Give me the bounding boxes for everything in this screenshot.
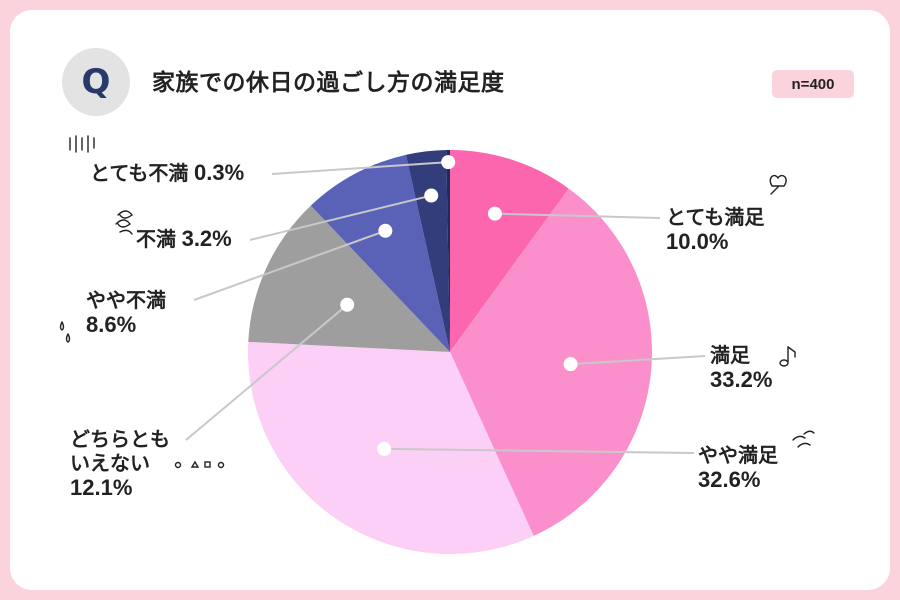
label-name: とても不満 [90, 161, 189, 185]
heart-doodle-icon [769, 174, 787, 195]
pie-slice-dochira-tomo [248, 205, 450, 352]
chart-card: Q 家族での休日の過ごし方の満足度 n=400 [10, 10, 890, 590]
label-name: 不満 [136, 227, 176, 251]
label-name-line-2: いえない [70, 451, 150, 475]
label-name: とても満足 [666, 205, 765, 229]
label-totemo-fuman: とても不満 0.3% [90, 160, 244, 186]
music-note-icon [779, 346, 796, 367]
label-yaya-fuman: やや不満 8.6% [86, 288, 166, 338]
sample-size-badge: n=400 [772, 70, 854, 98]
label-percent: 8.6% [86, 312, 137, 337]
question-mark-badge: Q [62, 48, 130, 116]
label-percent: 3.2% [181, 226, 232, 251]
leader-dot-totemo-manzoku [487, 206, 502, 221]
leader-dot-dochira-tomo [340, 297, 355, 312]
pie-slice-totemo-manzoku [450, 150, 569, 352]
leader-line-dochira-tomo [185, 304, 348, 441]
label-name-line-1: どちらとも [70, 427, 170, 451]
leader-dot-yaya-fuman [378, 223, 393, 238]
sparkle-doodle-icon [792, 430, 815, 448]
leader-line-yaya-manzoku [384, 447, 695, 454]
dots-doodle-icon [174, 460, 225, 469]
leader-dot-manzoku [563, 357, 578, 372]
pie-slice-manzoku [450, 188, 653, 536]
label-percent: 32.6% [698, 467, 761, 492]
label-percent: 10.0% [666, 229, 729, 254]
label-yaya-manzoku: やや満足 32.6% [698, 443, 778, 493]
pie-chart [59, 135, 815, 554]
label-manzoku: 満足 33.2% [710, 343, 772, 393]
label-fuman: 不満 3.2% [136, 226, 232, 252]
label-totemo-manzoku: とても満足 10.0% [666, 205, 764, 255]
leader-line-yaya-fuman [193, 229, 386, 301]
label-percent: 12.1% [70, 475, 133, 500]
leader-dot-yaya-manzoku [377, 441, 392, 456]
leader-line-fuman [249, 194, 432, 241]
pie-slice-yaya-fuman [310, 154, 450, 352]
gloom-lines-icon [69, 135, 95, 153]
swirl-doodle-icon [115, 210, 133, 235]
label-percent: 33.2% [710, 367, 773, 392]
leader-line-manzoku [570, 355, 706, 366]
drops-doodle-icon [59, 321, 71, 343]
pie-slice-fuman [405, 150, 450, 352]
label-name: やや満足 [698, 443, 778, 467]
label-name: 満足 [710, 343, 750, 367]
label-name: やや不満 [86, 288, 166, 312]
label-percent: 0.3% [193, 160, 245, 185]
label-dochira-tomo: どちらとも いえない 12.1% [70, 427, 170, 501]
pie-slice-totemo-fuman [446, 150, 450, 352]
leader-line-totemo-fuman [271, 161, 449, 175]
leader-dot-totemo-fuman [441, 155, 456, 170]
leader-line-totemo-manzoku [494, 212, 661, 219]
chart-title: 家族での休日の過ごし方の満足度 [152, 70, 505, 96]
leader-dot-fuman [424, 188, 439, 203]
